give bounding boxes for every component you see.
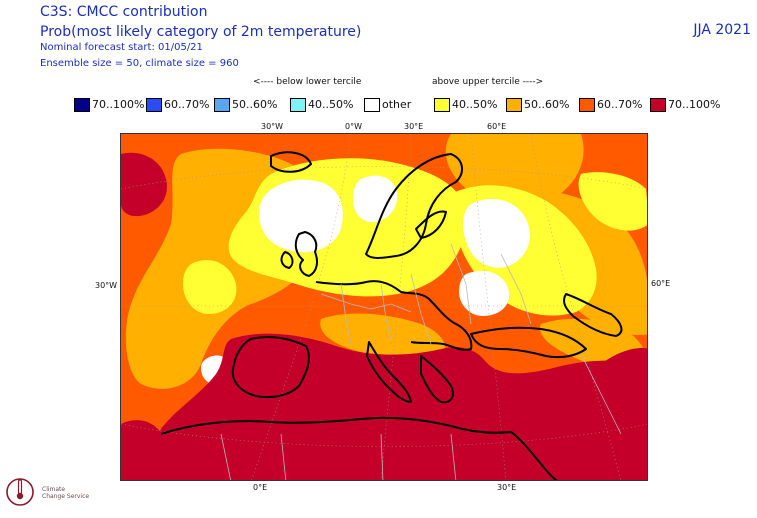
white-region [353, 175, 398, 223]
yellow-region [578, 172, 647, 231]
border-line [580, 353, 622, 435]
border-line [220, 433, 231, 480]
iberia-coast [231, 336, 310, 399]
logo-line-2: Change Service [42, 493, 90, 500]
below-tercile-caption: <---- below lower tercile [253, 77, 362, 87]
black-sea-coast [470, 326, 587, 359]
border-line [340, 283, 352, 345]
logo-ring [6, 478, 34, 506]
top-tick-label: 30°W [261, 122, 284, 131]
legend-swatch [434, 98, 450, 112]
caspian-coast [563, 293, 623, 337]
border-line [380, 283, 392, 340]
legend-swatch [579, 98, 595, 112]
legend-swatch [146, 98, 162, 112]
baltic-coast [415, 210, 447, 239]
italy-coast [366, 341, 412, 403]
legend-label: 70..100% [668, 98, 721, 111]
white-region [459, 270, 510, 316]
above-tercile-caption: above upper tercile ----> [432, 77, 544, 87]
ensemble-size-label: Ensemble size = 50, climate size = 960 [40, 58, 239, 69]
border-line [320, 293, 412, 313]
top-tick-label: 60°E [487, 122, 507, 131]
british-isles-coast [294, 231, 318, 277]
white-region [258, 179, 343, 253]
logo-thermometer [17, 479, 23, 495]
map-title: C3S: CMCC contribution [40, 4, 208, 20]
logo-line-1: Climate [42, 486, 66, 493]
red-sea-coast [510, 431, 558, 480]
greece-coast [420, 355, 454, 404]
meridian-line [251, 134, 352, 480]
coastlines [160, 151, 623, 480]
orange-region [320, 313, 445, 361]
border-line [280, 433, 287, 480]
border-line [450, 433, 457, 480]
legend-swatch [290, 98, 306, 112]
ireland-coast [280, 251, 294, 269]
logo-wordmark: Climate Change Service [42, 486, 89, 500]
climate-change-service-logo: Climate Change Service [4, 470, 104, 514]
deep-red-region [121, 420, 166, 480]
logo-bulb [16, 492, 24, 500]
legend-label: 60..70% [164, 98, 210, 111]
border-line [450, 243, 472, 325]
forecast-start-label: Nominal forecast start: 01/05/21 [40, 42, 203, 53]
deep-red-region [121, 152, 167, 217]
legend-swatch [214, 98, 230, 112]
bottom-tick-label: 0°E [253, 483, 268, 492]
right-tick-label: 60°E [651, 279, 671, 288]
legend-label: 60..70% [597, 98, 643, 111]
scandinavia-coast [365, 153, 463, 259]
white-region [462, 199, 530, 268]
legend-label: 70..100% [92, 98, 145, 111]
legend-label: 50..60% [524, 98, 570, 111]
top-tick-label: 30°E [404, 122, 424, 131]
meridian-line [530, 134, 621, 480]
border-line [380, 433, 384, 480]
deep-red-region [601, 347, 647, 373]
logo-emblem-icon [6, 478, 34, 506]
legend-label: other [382, 98, 412, 111]
top-tick-label: 0°W [345, 122, 362, 131]
left-tick-label: 30°W [95, 281, 118, 290]
north-africa-coast [160, 416, 512, 435]
legend-swatch [364, 98, 380, 112]
legend-swatch [506, 98, 522, 112]
map-subtitle: Prob(most likely category of 2m temperat… [40, 24, 362, 40]
border-line [410, 273, 432, 345]
legend-label: 40..50% [452, 98, 498, 111]
legend-swatch [74, 98, 90, 112]
season-label: JJA 2021 [693, 22, 751, 38]
map-panel [120, 133, 648, 481]
legend-swatch [650, 98, 666, 112]
bottom-tick-label: 30°E [497, 483, 517, 492]
north-sea-coast [315, 280, 473, 351]
country-borders [220, 243, 622, 480]
legend-label: 40..50% [308, 98, 354, 111]
probability-map [121, 134, 647, 480]
yellow-region [183, 260, 237, 314]
iceland-coast [270, 151, 312, 173]
border-line [500, 253, 532, 325]
legend-label: 50..60% [232, 98, 278, 111]
